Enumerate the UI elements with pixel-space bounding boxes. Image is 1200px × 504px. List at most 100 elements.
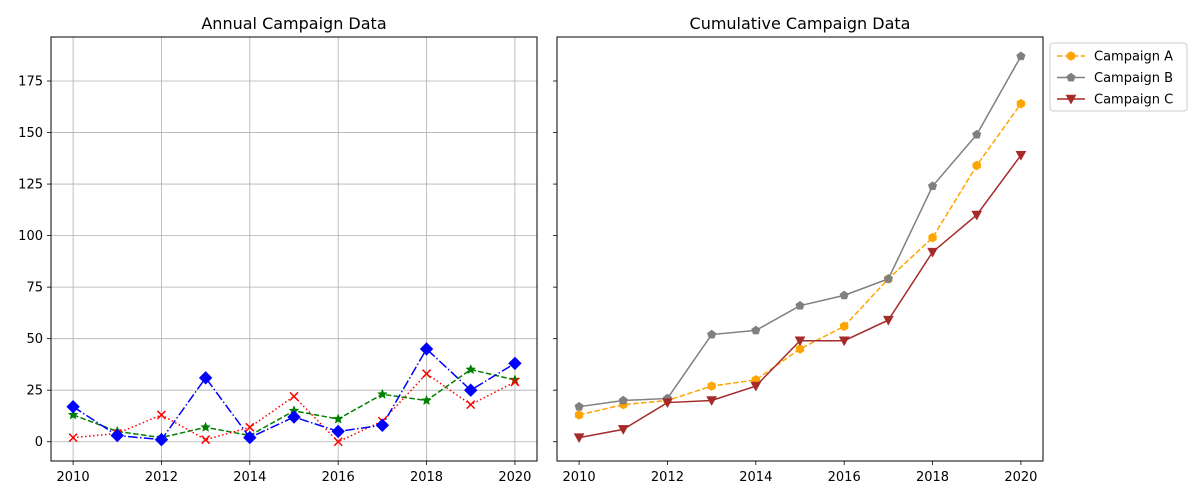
cumulative-series-3 — [573, 150, 1027, 444]
annual-chart-series — [66, 342, 522, 447]
annual-data-point — [68, 433, 78, 443]
cumulative-chart-ticks: 2010 2012 2014 2016 2018 2020 — [553, 80, 1037, 485]
cumulative-data-point — [839, 290, 849, 300]
cumulative-data-point — [707, 381, 716, 391]
cumulative-data-point — [927, 247, 938, 258]
cumulative-data-point — [883, 274, 893, 283]
annual-y-tick-label: 150 — [18, 126, 43, 141]
cumulative-chart-series — [573, 51, 1027, 444]
legend-label: Campaign A — [1094, 50, 1173, 65]
cumulative-data-point — [928, 232, 937, 243]
cumulative-chart-panel: Cumulative Campaign Data 2010 2012 2014 201… — [553, 14, 1044, 485]
annual-data-point — [67, 409, 79, 420]
annual-data-point — [66, 399, 80, 414]
annual-data-point — [510, 377, 520, 387]
annual-x-tick-label: 2018 — [410, 470, 443, 485]
annual-x-tick-label: 2014 — [233, 470, 266, 485]
annual-data-point — [201, 435, 211, 445]
annual-data-point — [156, 410, 166, 420]
cumulative-data-point — [795, 300, 805, 310]
annual-data-point — [245, 422, 255, 432]
cumulative-series-line — [578, 103, 1022, 416]
annual-y-tick-label: 50 — [26, 332, 43, 347]
annual-data-point — [110, 428, 124, 443]
cumulative-data-point — [1016, 51, 1026, 61]
annual-chart-grid — [51, 37, 537, 461]
cumulative-data-point — [1016, 98, 1026, 109]
annual-x-tick-label: 2016 — [322, 470, 355, 485]
annual-y-tick-label: 0 — [35, 435, 43, 450]
annual-series-3 — [66, 342, 522, 447]
legend-label: Campaign C — [1094, 93, 1173, 108]
annual-data-point — [464, 383, 478, 397]
cumulative-data-point — [574, 410, 584, 420]
annual-data-point — [508, 356, 522, 371]
annual-series-line — [73, 372, 516, 443]
cumulative-data-point — [1015, 150, 1027, 161]
chart-legend: Campaign A Campaign B Campaign C — [1049, 42, 1188, 112]
legend-swatch-marker — [1066, 51, 1076, 61]
cumulative-data-point — [707, 329, 717, 339]
annual-series-line — [72, 347, 516, 441]
annual-chart-ticks: 2010 2012 2014 2016 2018 2020 0 25 50 75 100 125 150… — [18, 75, 531, 485]
cumulative-data-point — [838, 336, 850, 347]
cumulative-data-point — [750, 381, 762, 392]
annual-chart-title: Annual Campaign Data — [201, 14, 386, 33]
annual-y-tick-label: 125 — [18, 178, 43, 193]
cumulative-data-point — [573, 433, 585, 444]
cumulative-data-point — [751, 325, 761, 335]
annual-data-point — [466, 400, 476, 410]
cumulative-data-point — [927, 181, 938, 191]
cumulative-data-point — [795, 344, 805, 354]
cumulative-data-point — [972, 129, 982, 139]
annual-data-point — [422, 369, 432, 379]
cumulative-x-tick-label: 2020 — [1004, 470, 1037, 485]
cumulative-data-point — [794, 336, 806, 347]
cumulative-data-point — [574, 401, 584, 411]
legend-entry: Campaign C — [1057, 93, 1173, 108]
cumulative-data-point — [617, 425, 629, 435]
cumulative-x-tick-label: 2016 — [828, 470, 861, 485]
cumulative-chart-plot-frame — [556, 36, 1044, 462]
annual-x-tick-label: 2020 — [498, 470, 531, 485]
cumulative-x-tick-label: 2012 — [651, 470, 684, 485]
cumulative-data-point — [662, 398, 673, 409]
annual-data-point — [289, 391, 299, 401]
annual-y-tick-label: 75 — [26, 281, 43, 296]
cumulative-data-point — [840, 321, 849, 332]
annual-x-tick-label: 2012 — [145, 470, 178, 485]
legend-entry: Campaign B — [1057, 71, 1173, 86]
annual-y-tick-label: 100 — [18, 229, 43, 244]
annual-y-tick-label: 175 — [18, 75, 43, 90]
annual-data-point — [465, 363, 477, 375]
cumulative-chart-title: Cumulative Campaign Data — [690, 14, 911, 33]
annual-x-tick-label: 2010 — [57, 470, 90, 485]
annual-data-point — [154, 432, 169, 447]
annual-data-point — [419, 342, 434, 356]
annual-data-point — [332, 413, 344, 424]
annual-data-point — [421, 394, 432, 406]
cumulative-x-tick-label: 2014 — [739, 470, 772, 485]
annual-data-point — [287, 410, 301, 424]
legend-entry: Campaign A — [1057, 50, 1173, 65]
annual-data-point — [375, 418, 390, 432]
cumulative-data-point — [618, 395, 628, 405]
cumulative-x-tick-label: 2010 — [563, 470, 596, 485]
annual-data-point — [200, 421, 212, 432]
cumulative-data-point — [706, 396, 718, 407]
cumulative-x-tick-label: 2018 — [916, 470, 949, 485]
legend-swatch-marker — [1065, 94, 1077, 105]
annual-data-point — [198, 371, 213, 385]
cumulative-data-point — [972, 160, 981, 171]
legend-label: Campaign B — [1094, 71, 1173, 86]
legend-swatch-marker — [1066, 72, 1076, 82]
annual-data-point — [331, 424, 345, 439]
annual-data-point — [243, 430, 257, 445]
cumulative-data-point — [882, 315, 894, 326]
annual-data-point — [333, 437, 343, 447]
annual-data-point — [376, 388, 388, 399]
annual-chart-plot-frame — [50, 36, 538, 462]
annual-chart-panel: Annual Campaign Data 2010 2012 2014 2016 201… — [18, 14, 538, 485]
